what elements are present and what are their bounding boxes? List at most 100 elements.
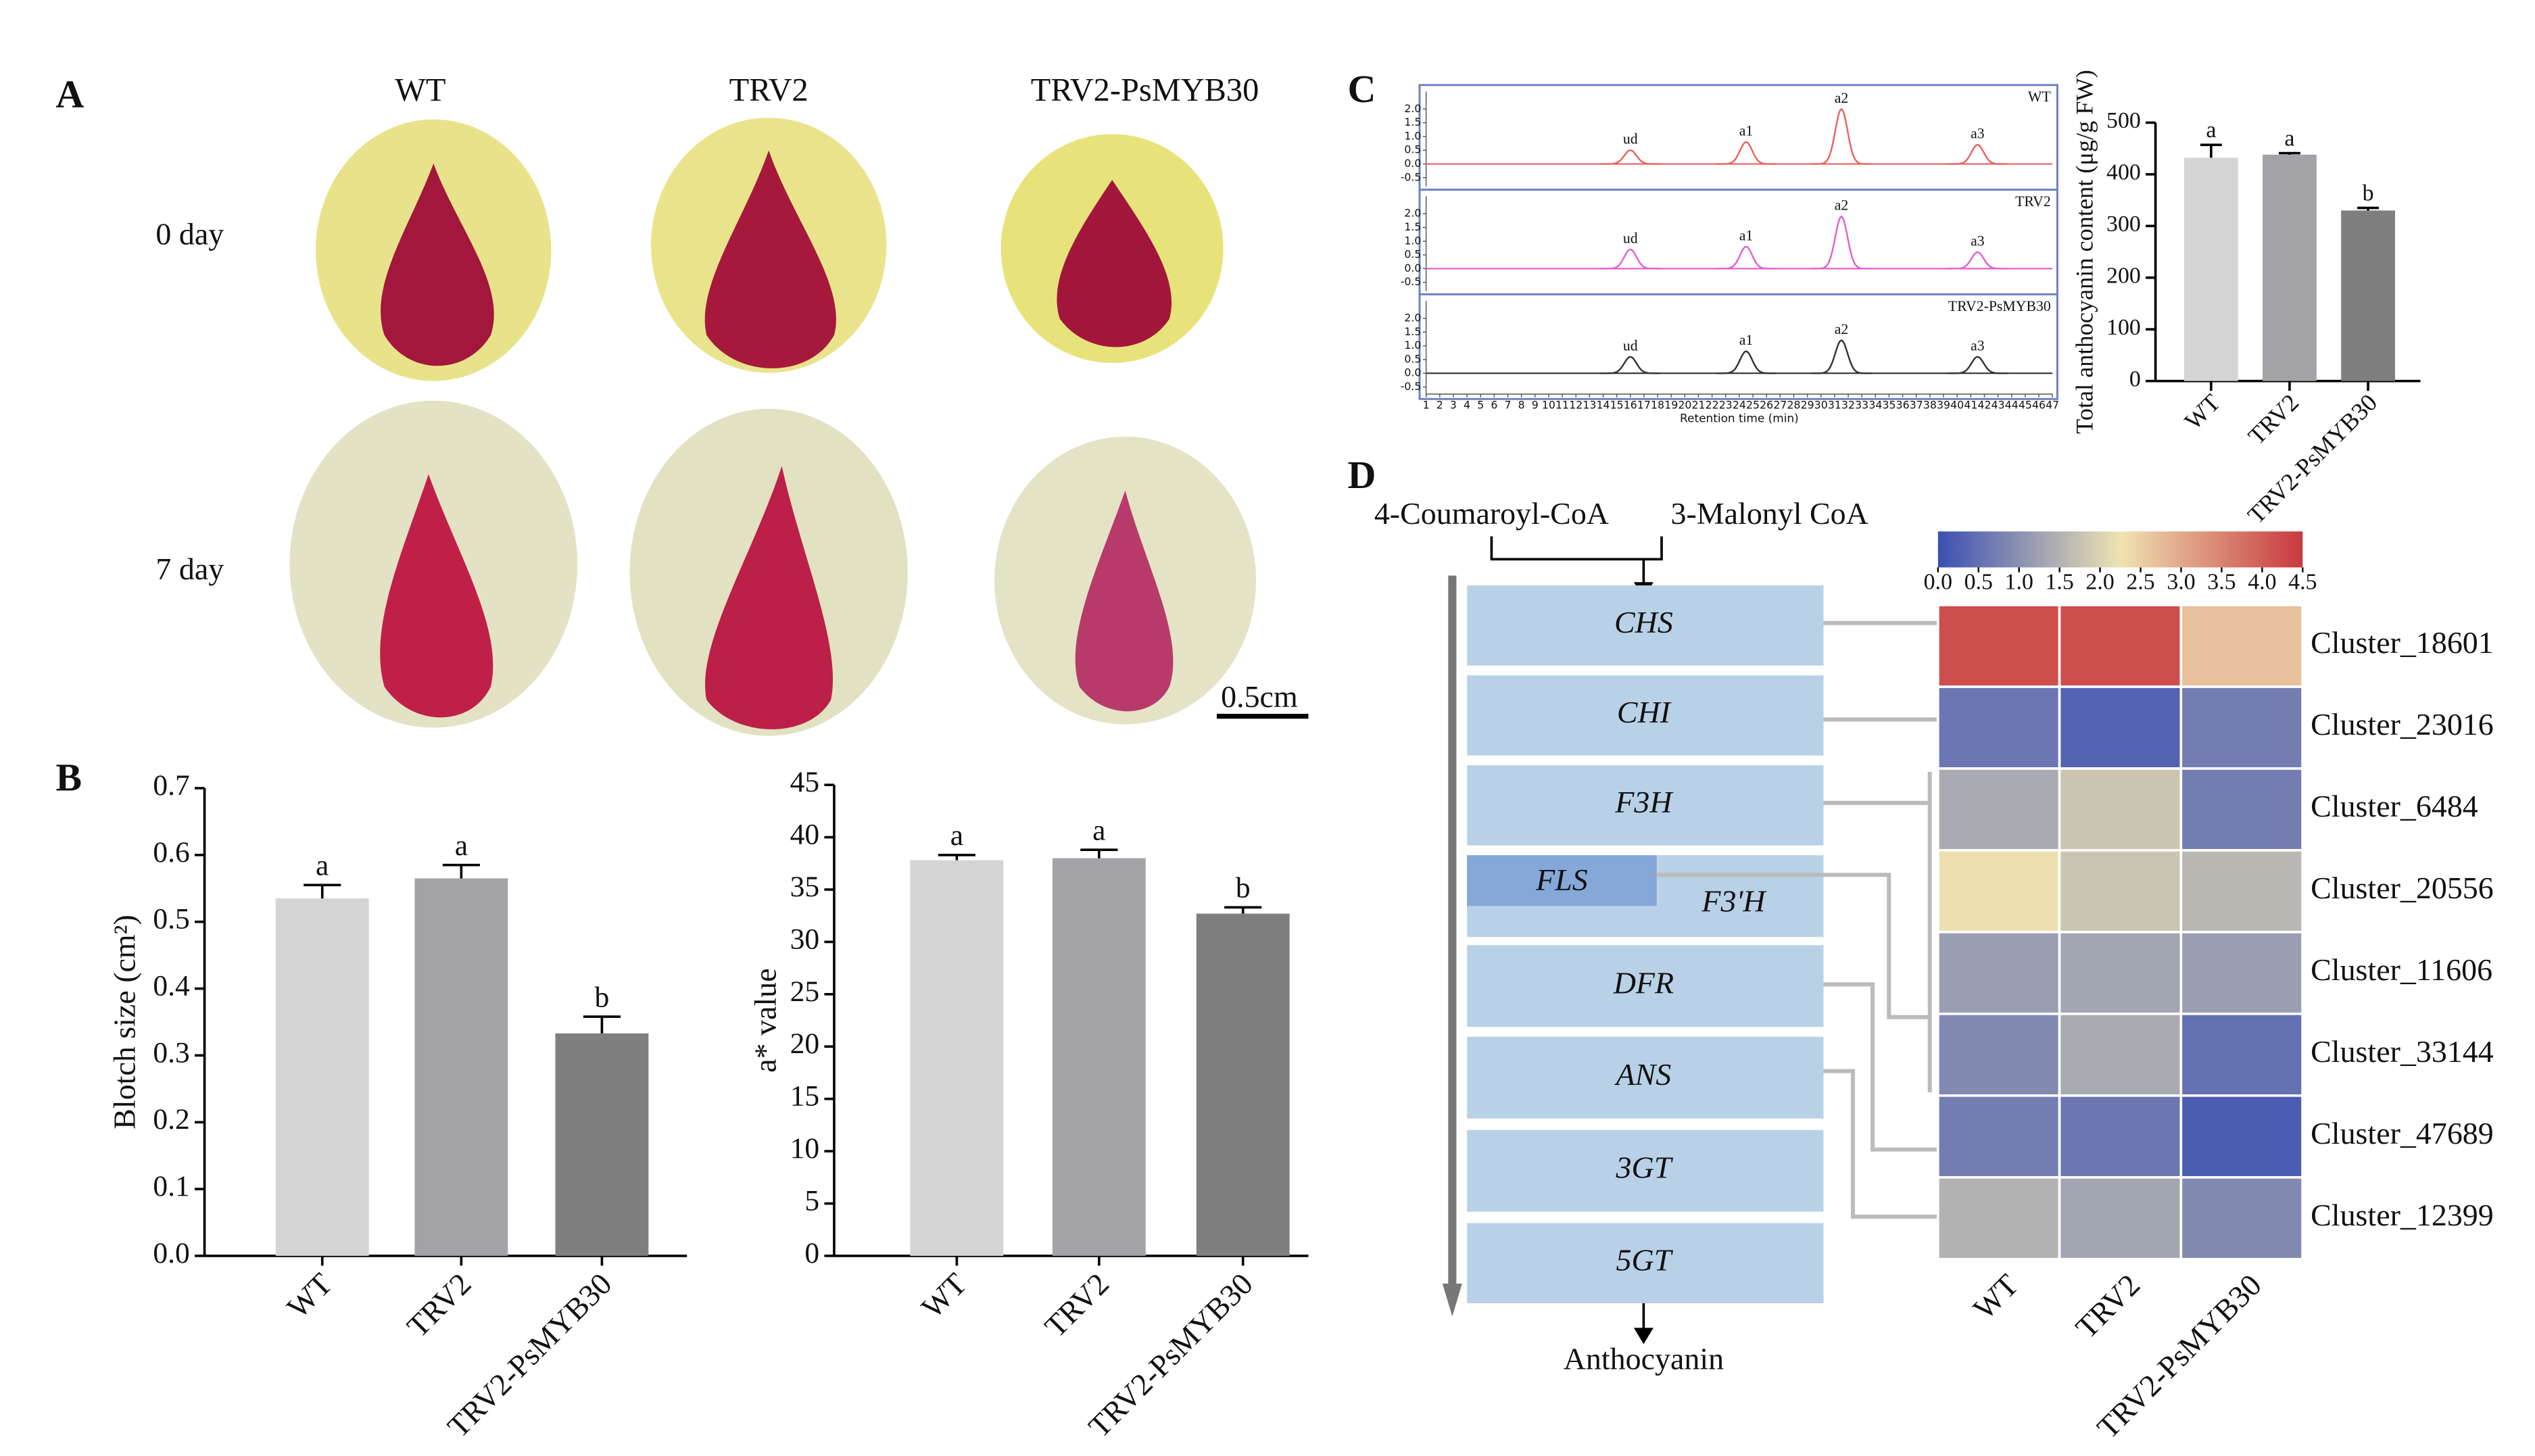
x-tick-label: 16 [1624,398,1637,411]
x-tick-label: 24 [1733,398,1746,411]
column-label: WT [1966,1267,2025,1326]
x-tick-label: 12 [1569,398,1583,411]
bracket [1490,536,1663,589]
heatmap-cell [2179,604,2304,688]
peak-label: ud [1623,230,1638,246]
enzyme: CHI [1617,695,1672,729]
y-axis-label: Total anthocyanin content (μg/g FW) [2071,70,2098,434]
heatmap-cell [2179,849,2304,933]
y-tick-label: 0 [2129,366,2141,391]
panel-label: A [55,72,84,116]
x-tick-label: 27 [1773,398,1787,411]
x-tick-label: 14 [1596,398,1610,411]
series-name: WT [2028,89,2051,105]
panel-label: D [1348,453,1376,497]
heatmap-cell [2179,685,2304,770]
series-name: TRV2 [2015,193,2051,210]
heatmap-cell [1937,604,2061,688]
arrow-head [1633,1328,1653,1344]
error-bar [938,854,975,860]
heatmap-cell [2179,767,2304,852]
heatmap-cell [1937,931,2061,1015]
x-tick-label: 38 [1923,398,1937,411]
row-label: Cluster_11606 [2311,952,2492,987]
heatmap-cell [1937,1013,2061,1097]
y-tick-label: 0.7 [153,769,189,802]
photo-row: 0 day [155,216,224,251]
x-tick-label: WT [2179,389,2225,435]
heatmap-cell [1937,767,2061,852]
x-tick-label: 40 [1950,398,1964,411]
y-tick-label: 35 [790,871,820,903]
substrate: 3-Malonyl CoA [1671,496,1868,531]
heatmap-cell [2058,1013,2183,1097]
error-bar [442,863,480,879]
heatmap-cell [2058,849,2183,933]
x-tick-label: TRV2 [2243,389,2304,450]
bar [414,878,508,1256]
y-tick-label: 0.0 [1404,157,1421,170]
branch-enzyme: FLS [1535,863,1588,897]
connectors [1656,621,1938,1219]
x-tick-label: 10 [1542,398,1555,411]
colorbar-tick-label: 4.0 [2248,569,2276,594]
x-tick-label: 5 [1477,398,1484,411]
y-tick-label: 400 [2106,160,2141,185]
x-tick-label: 20 [1678,398,1691,411]
heatmap-cell [1937,685,2061,770]
x-tick-label: 34 [1868,398,1882,411]
heatmap-cell [2179,1013,2304,1097]
peak [1600,149,1661,165]
y-tick-label: 0.0 [1404,366,1421,379]
x-tick-label: 28 [1787,398,1800,411]
x-tick-label: 6 [1491,398,1497,411]
y-tick-label: 40 [790,819,820,851]
row-label: Cluster_6484 [2311,789,2478,823]
blotch [1075,490,1174,712]
heatmap-cell [2058,685,2183,770]
y-tick-label: 2.0 [1404,102,1421,115]
x-tick-label: 43 [1991,398,2005,411]
y-tick-label: -0.5 [1401,170,1422,183]
heatmap-cell [2058,767,2183,852]
x-tick-label: 7 [1505,398,1512,411]
x-tick-label: 35 [1882,398,1896,411]
x-tick-label: TRV2 [1038,1266,1115,1344]
photo-column: TRV2 [729,72,808,108]
x-tick-label: 1 [1423,398,1430,411]
y-tick-label: 0.2 [153,1103,189,1136]
y-tick-label: 0.5 [1404,143,1421,156]
y-tick-label: -0.5 [1401,275,1422,288]
peak [1948,143,2008,165]
heatmap-cell [2179,931,2304,1015]
x-tick-label: 21 [1691,398,1705,411]
photo-column: TRV2-PsMYB30 [1031,72,1259,108]
colorbar-tick-label: 0.0 [1924,569,1952,594]
y-tick-label: 20 [790,1027,820,1060]
enzyme-box [1467,765,1824,846]
colorbar-tick-label: 3.0 [2167,569,2195,594]
y-tick-label: 0.4 [153,970,190,1002]
y-axis-label: Blotch size (cm²) [107,915,141,1129]
y-axis-label: a* value [748,968,783,1072]
y-tick-label: 5 [804,1184,819,1217]
significance-label: a [2206,118,2216,143]
y-tick-label: 0.6 [153,836,189,869]
row-label: Cluster_33144 [2311,1034,2494,1069]
enzyme-box [1467,675,1824,756]
x-tick-label: 17 [1637,398,1651,411]
blotch [380,474,493,718]
significance-label: a [1092,814,1105,846]
x-tick-label: WT [915,1266,973,1325]
peak [1716,245,1777,270]
significance-label: b [2363,180,2374,205]
series-name: TRV2-PsMYB30 [1948,298,2051,314]
heatmap-cell [2179,1175,2304,1261]
y-tick-label: 15 [790,1080,820,1113]
petal-photos [289,118,1257,736]
colorbar-tick-label: 1.0 [2005,569,2033,594]
significance-label: a [455,829,468,862]
peak [1600,248,1661,270]
error-bar [2278,151,2300,155]
colorbar-tick-label: 2.0 [2085,569,2114,594]
